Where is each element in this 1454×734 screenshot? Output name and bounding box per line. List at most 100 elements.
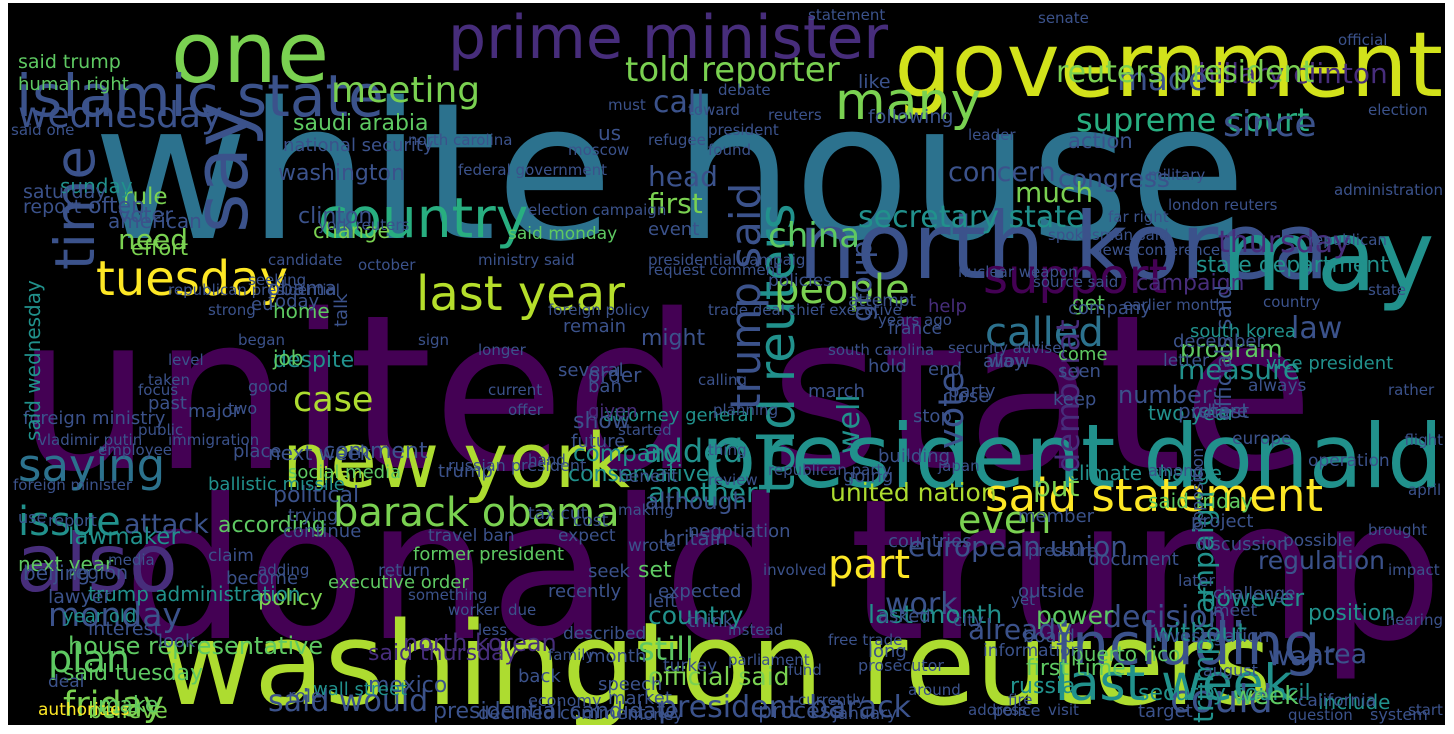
- cloud-word: described: [563, 624, 647, 644]
- cloud-word: among: [1148, 461, 1204, 480]
- cloud-word: russian president: [448, 456, 587, 475]
- cloud-word: rule: [123, 184, 168, 210]
- cloud-word: party: [948, 381, 996, 402]
- cloud-word: may: [1221, 200, 1435, 314]
- cloud-word: work: [885, 587, 958, 622]
- cloud-word: said thursday: [368, 641, 518, 666]
- cloud-word: found: [708, 141, 751, 159]
- cloud-word: news conference: [1093, 241, 1221, 259]
- cloud-word: currently: [798, 691, 866, 709]
- cloud-word: something: [408, 586, 488, 604]
- cloud-word: obama: [268, 276, 337, 300]
- cloud-word: security adviser: [948, 339, 1068, 357]
- cloud-word: following: [868, 106, 954, 128]
- cloud-word: country: [648, 601, 744, 630]
- cloud-word: trump administration: [88, 582, 301, 606]
- cloud-word: show: [573, 409, 630, 434]
- cloud-word: role: [288, 686, 323, 707]
- cloud-word: change: [313, 219, 391, 243]
- cloud-word: several: [558, 360, 624, 381]
- cloud-word: end: [928, 359, 962, 380]
- cloud-word: set: [638, 558, 672, 583]
- cloud-word: planning: [713, 401, 779, 419]
- cloud-word: human right: [18, 74, 129, 95]
- cloud-word: next year: [18, 552, 114, 576]
- cloud-word: share: [1198, 401, 1248, 422]
- cloud-word: election: [1368, 101, 1428, 119]
- cloud-word: american: [108, 209, 202, 233]
- cloud-word: britain: [663, 526, 728, 550]
- cloud-word: economy: [528, 691, 602, 710]
- cloud-word: become: [226, 568, 299, 589]
- cloud-word: much: [1015, 176, 1094, 209]
- cloud-word: first: [648, 187, 703, 220]
- cloud-word: source said: [1033, 273, 1119, 291]
- cloud-word: prosecutor: [858, 656, 944, 675]
- cloud-word: cost: [573, 511, 609, 531]
- cloud-word: thursday: [1218, 225, 1351, 260]
- cloud-word: building: [878, 446, 951, 467]
- cloud-word: wall street: [313, 679, 408, 700]
- cloud-word: document: [1088, 549, 1179, 570]
- cloud-word: authorities: [38, 700, 130, 720]
- cloud-word: negotiation: [688, 521, 791, 542]
- cloud-word: executive order: [328, 572, 469, 593]
- cloud-word: ministry said: [478, 251, 575, 269]
- cloud-word: could: [1170, 677, 1273, 721]
- cloud-word: north carolina: [408, 131, 513, 149]
- cloud-word: presidential candidate: [433, 699, 679, 724]
- cloud-word: today: [268, 291, 320, 312]
- cloud-word: later: [1178, 571, 1215, 590]
- cloud-word: social media: [288, 462, 402, 483]
- cloud-word: left: [648, 591, 678, 612]
- cloud-word: president: [708, 121, 779, 139]
- cloud-word: refugee: [648, 131, 706, 149]
- cloud-word: process: [758, 699, 843, 724]
- cloud-word: foreign minister: [13, 476, 133, 494]
- cloud-word: prime minister: [448, 3, 889, 73]
- cloud-word: target: [1138, 701, 1193, 722]
- cloud-word: hillary clinton: [1198, 57, 1388, 90]
- cloud-word: major: [188, 401, 240, 422]
- cloud-word: china: [768, 216, 861, 256]
- cloud-word: seeking: [248, 271, 307, 289]
- cloud-word: london reuters: [1168, 196, 1278, 214]
- cloud-word: always: [1248, 376, 1307, 396]
- cloud-word: far right: [1108, 208, 1169, 226]
- cloud-word: lawmaker: [68, 524, 180, 550]
- cloud-word: sunday: [60, 174, 133, 198]
- cloud-word: current: [488, 381, 543, 399]
- cloud-word: measure: [1178, 353, 1301, 386]
- cloud-word: although: [645, 489, 747, 515]
- cloud-word: head: [648, 160, 718, 193]
- cloud-word: republican: [1308, 231, 1387, 249]
- cloud-word: instead: [728, 621, 784, 639]
- cloud-word: government: [894, 13, 1443, 118]
- cloud-word: action: [1068, 129, 1133, 153]
- cloud-word: number: [1118, 381, 1212, 409]
- cloud-word: free trade: [828, 631, 903, 649]
- cloud-word: area: [1307, 639, 1368, 670]
- cloud-word: first time: [1026, 656, 1126, 681]
- cloud-word: meet: [1213, 601, 1258, 621]
- cloud-word: outside: [1018, 581, 1085, 602]
- cloud-word: country: [318, 186, 529, 250]
- cloud-word: washington: [278, 161, 405, 186]
- cloud-word: security council: [1138, 681, 1311, 706]
- cloud-word: election campaign: [528, 201, 667, 219]
- cloud-word: making: [618, 501, 674, 519]
- cloud-word: united nation: [830, 478, 997, 507]
- cloud-word: spokesman said: [1048, 226, 1169, 244]
- cloud-word: climate change: [1068, 461, 1222, 485]
- cloud-word: immigration: [168, 431, 260, 449]
- cloud-word: yet: [1011, 591, 1035, 609]
- cloud-word: told reporter: [625, 50, 840, 90]
- cloud-word: years ago: [878, 311, 952, 329]
- cloud-word: moscow: [568, 141, 630, 159]
- cloud-word: worker: [448, 601, 500, 619]
- cloud-word: help: [928, 296, 967, 317]
- cloud-word: secretary state: [858, 200, 1085, 235]
- cloud-word: white house: [93, 62, 1247, 283]
- cloud-word: family: [548, 646, 595, 664]
- cloud-word: wednesday: [18, 95, 223, 136]
